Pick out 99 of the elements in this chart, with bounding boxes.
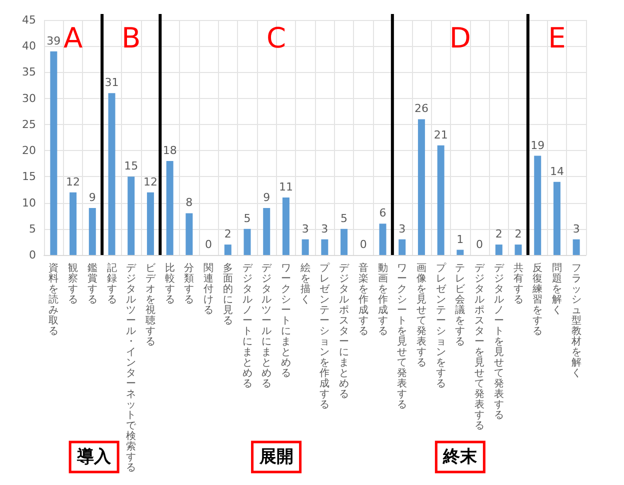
category-label: プレゼンテーションをする bbox=[436, 262, 446, 390]
data-label: 12 bbox=[143, 175, 158, 188]
bar bbox=[88, 208, 96, 255]
category-label: デジタルノートを見せて発表する bbox=[494, 262, 504, 421]
category-label: デジタルツール・インターネットで検索する bbox=[126, 262, 136, 474]
data-label: 0 bbox=[205, 238, 212, 251]
text: 終末 bbox=[442, 447, 478, 467]
annotation: B bbox=[122, 22, 141, 54]
data-label: 39 bbox=[46, 34, 61, 48]
data-label: 3 bbox=[398, 222, 406, 236]
x-tick-label: 問題を解く bbox=[552, 262, 562, 316]
annotation: E bbox=[548, 22, 566, 54]
y-tick-label: 30 bbox=[22, 92, 36, 105]
bar bbox=[340, 228, 348, 255]
data-label: 5 bbox=[340, 212, 348, 225]
y-tick-label: 45 bbox=[22, 14, 36, 26]
data-label: 12 bbox=[66, 175, 80, 188]
bar bbox=[282, 198, 290, 255]
bar bbox=[70, 192, 77, 255]
data-label: 9 bbox=[263, 191, 270, 204]
text: 展開 bbox=[258, 447, 294, 467]
x-tick-label: 観察する bbox=[68, 262, 78, 306]
text: 導入 bbox=[76, 447, 112, 467]
data-label: 26 bbox=[414, 102, 428, 116]
x-tick-label: 音楽を作成する bbox=[357, 262, 368, 337]
bar bbox=[379, 224, 386, 255]
data-label: 2 bbox=[514, 228, 522, 241]
category-label: デジタルポスターを見せて発表する bbox=[474, 262, 485, 432]
data-label: 6 bbox=[379, 206, 386, 220]
data-label: 5 bbox=[244, 212, 251, 225]
category-label: ワークシートにまとめる bbox=[280, 262, 291, 379]
bar bbox=[128, 176, 135, 255]
data-label: 1 bbox=[456, 232, 464, 246]
x-tick-label: ビデオを視聴する bbox=[145, 262, 156, 348]
y-tick-label: 15 bbox=[22, 170, 36, 184]
category-label: プレゼンテーションを作成する bbox=[320, 262, 330, 410]
data-label: 15 bbox=[124, 160, 138, 173]
y-tick-label: 40 bbox=[22, 40, 36, 53]
x-tick-label: 記録する bbox=[106, 262, 117, 306]
category-label: ワークシートを見せて発表する bbox=[397, 262, 408, 410]
data-label: 2 bbox=[495, 228, 502, 241]
y-tick-label: 0 bbox=[29, 248, 36, 262]
y-tick-label: 25 bbox=[22, 118, 36, 131]
x-tick-label: 関連付ける bbox=[204, 262, 214, 316]
y-tick-label: 35 bbox=[22, 66, 36, 79]
bar bbox=[321, 239, 328, 255]
data-label: 3 bbox=[321, 222, 328, 236]
bar bbox=[50, 51, 58, 255]
bar bbox=[495, 244, 502, 255]
data-label: 3 bbox=[302, 222, 309, 236]
category-label: デジタルノートにまとめる bbox=[242, 262, 252, 390]
bar bbox=[418, 119, 425, 255]
data-label: 18 bbox=[162, 144, 177, 157]
x-tick-label: 比較する bbox=[164, 262, 175, 306]
y-tick-label: 5 bbox=[29, 222, 36, 236]
data-label: 0 bbox=[476, 238, 484, 251]
data-label: 11 bbox=[278, 180, 293, 194]
annotation: A bbox=[63, 22, 83, 54]
annotation: D bbox=[449, 22, 471, 54]
x-tick-label: テレビ会議をする bbox=[455, 262, 466, 348]
category-label: フラッシュ型教材を解く bbox=[571, 262, 582, 379]
bar bbox=[108, 93, 116, 255]
data-label: 14 bbox=[550, 164, 564, 178]
y-tick-label: 20 bbox=[22, 144, 36, 158]
data-label: 2 bbox=[224, 228, 232, 241]
x-tick-label: 鑑賞する bbox=[87, 262, 98, 306]
x-tick-label: 反復練習をする bbox=[532, 262, 543, 337]
bar bbox=[456, 250, 464, 255]
data-label: 19 bbox=[530, 138, 545, 152]
x-tick-label: 動画を作成する bbox=[376, 262, 388, 337]
data-label: 21 bbox=[434, 128, 448, 142]
x-tick-label: 資料を読み取る bbox=[48, 262, 59, 337]
category-label: 画像を見せて発表する bbox=[416, 262, 426, 368]
bar bbox=[166, 161, 174, 255]
bar bbox=[146, 192, 154, 255]
x-tick-label: 分類する bbox=[184, 262, 194, 306]
bar bbox=[572, 239, 580, 255]
category-label: デジタルツールにまとめる bbox=[262, 262, 272, 390]
data-label: 3 bbox=[572, 222, 580, 236]
bar bbox=[244, 228, 251, 255]
x-tick-label: 絵を描く bbox=[299, 262, 310, 306]
bar bbox=[534, 156, 542, 255]
x-tick-label: 多面的に見る bbox=[222, 262, 233, 326]
x-tick-label: 共有する bbox=[513, 262, 524, 306]
bar bbox=[263, 208, 270, 255]
bar bbox=[437, 145, 444, 255]
data-label: 9 bbox=[88, 191, 96, 204]
data-label: 8 bbox=[186, 196, 193, 210]
data-label: 31 bbox=[104, 76, 119, 90]
bar bbox=[553, 182, 560, 255]
annotation: C bbox=[266, 22, 286, 54]
bar bbox=[398, 239, 406, 255]
bar bbox=[186, 213, 193, 255]
bar bbox=[224, 244, 232, 255]
category-label: デジタルポスターにまとめる bbox=[339, 262, 350, 400]
bar bbox=[514, 244, 522, 255]
y-tick-label: 10 bbox=[22, 196, 36, 210]
bar bbox=[302, 239, 309, 255]
data-label: 0 bbox=[360, 238, 367, 251]
